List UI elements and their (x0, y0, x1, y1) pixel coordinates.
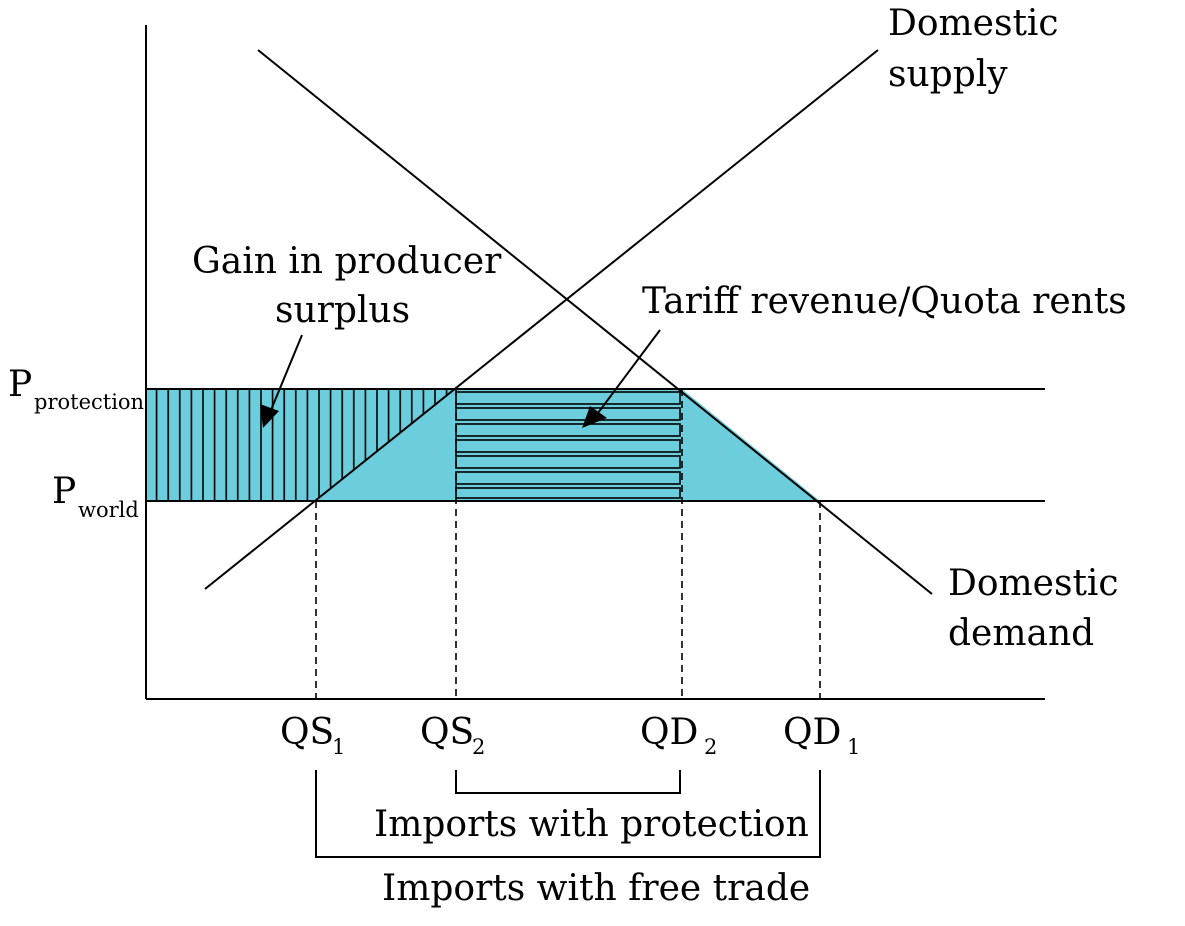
demand-label-line1: Domestic (948, 563, 1119, 604)
producer-surplus-arrow (260, 334, 303, 428)
qs2-subscript: 2 (472, 735, 485, 759)
demand-label-line2: demand (948, 613, 1094, 654)
qd2-subscript: 2 (704, 735, 717, 759)
p-protection-label: P (8, 364, 32, 405)
domestic-supply-curve (204, 49, 879, 590)
qs2-label: QS (420, 712, 474, 753)
producer-surplus-label-line2: surplus (275, 290, 410, 331)
qs1-subscript: 1 (332, 735, 345, 759)
qd1-label: QD (783, 712, 841, 753)
qs1-label: QS (280, 712, 334, 753)
p-world-label: P (52, 471, 76, 512)
qd1-subscript: 1 (847, 735, 860, 759)
p-protection-subscript: protection (34, 390, 144, 414)
qd2-label: QD (640, 712, 698, 753)
p-world-subscript: world (78, 498, 139, 522)
imports-protection-label: Imports with protection (374, 804, 809, 845)
supply-label-line2: supply (888, 54, 1008, 95)
producer-surplus-label-line1: Gain in producer (192, 241, 502, 282)
tariff-revenue-arrow (582, 329, 661, 428)
imports-free-trade-bracket (315, 770, 821, 858)
supply-label-line1: Domestic (888, 3, 1059, 44)
imports-protection-bracket (455, 770, 681, 794)
tariff-revenue-label: Tariff revenue/Quota rents (642, 281, 1127, 322)
quantity-drop-lines (315, 389, 821, 699)
imports-free-trade-label: Imports with free trade (382, 868, 810, 909)
